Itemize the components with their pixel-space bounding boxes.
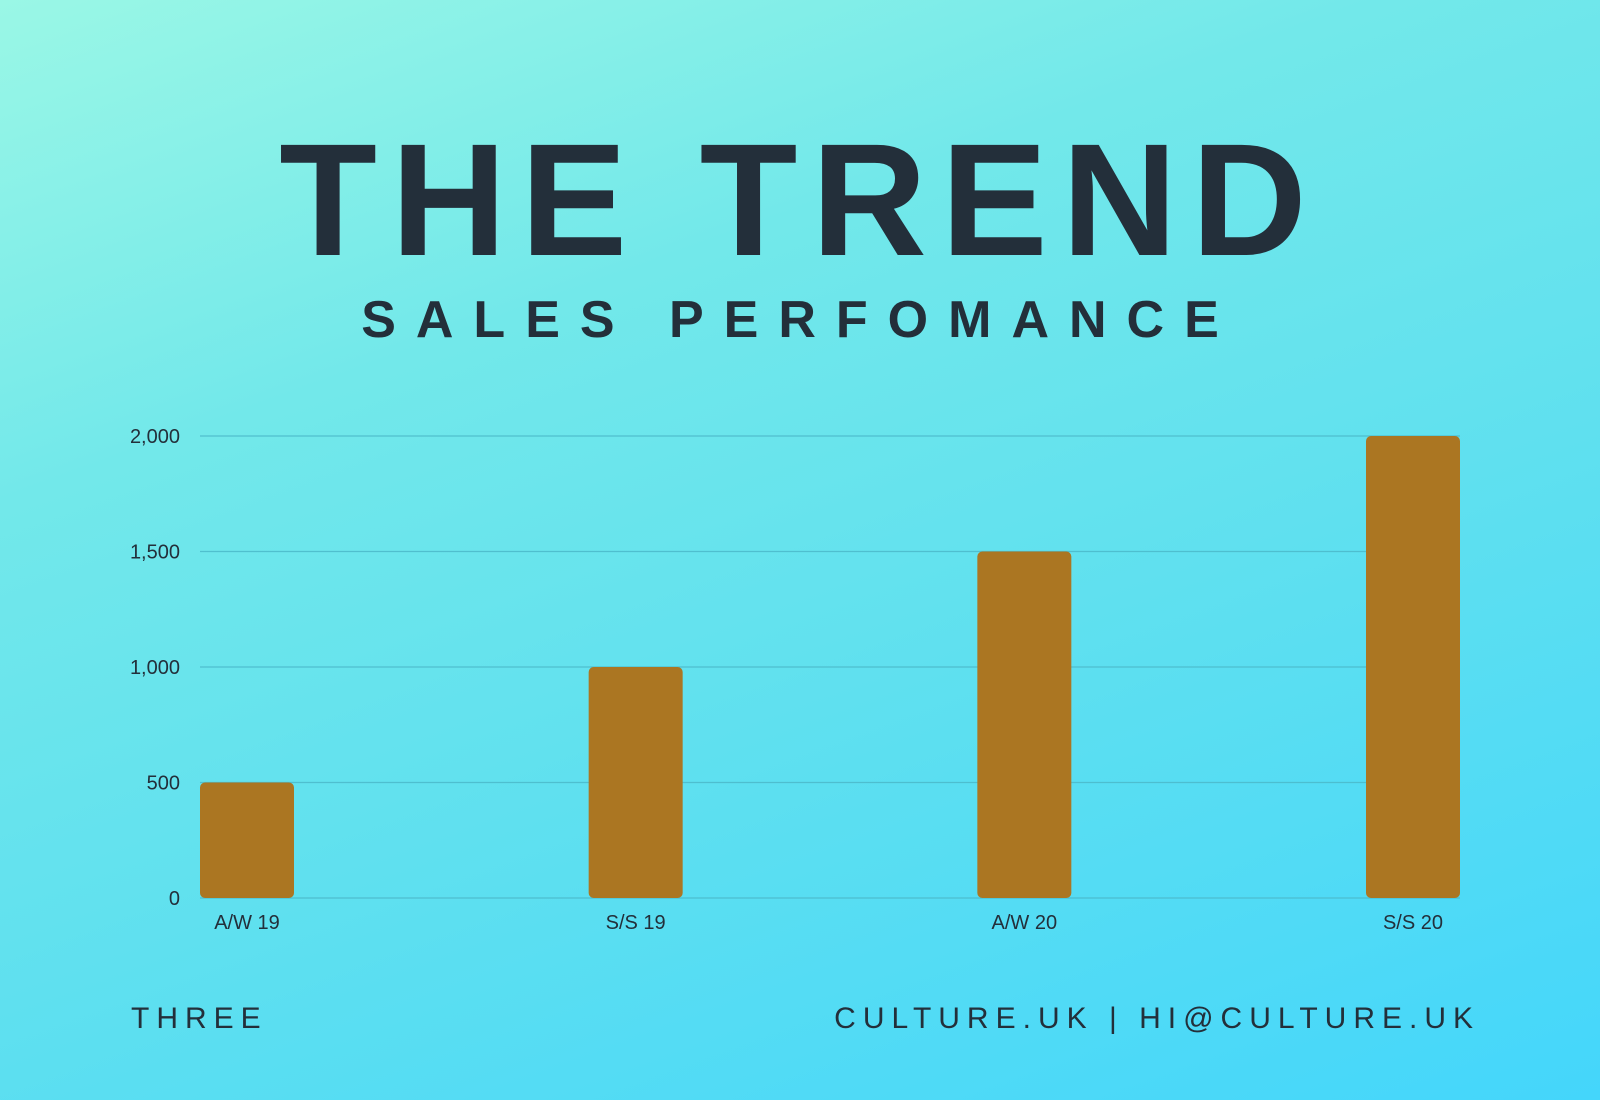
x-tick-label: A/W 20 [992,912,1058,934]
bar [588,667,683,898]
y-tick-label: 2,000 [130,426,180,448]
bar [200,782,294,898]
y-tick-label: 1,500 [130,542,180,564]
x-tick-label: S/S 19 [606,912,666,934]
x-tick-label: A/W 19 [214,912,280,934]
bar [1366,436,1460,898]
bar [977,551,1072,898]
footer-brand: THREE [131,1002,268,1035]
y-tick-label: 1,000 [130,657,180,679]
footer-contact: CULTURE.UK | HI@CULTURE.UK [834,1002,1480,1035]
x-tick-label: S/S 20 [1383,912,1443,934]
chart-subtitle: SALES PERFOMANCE [361,291,1239,349]
y-tick-label: 500 [147,773,180,795]
chart-title: THE TREND [279,110,1321,289]
y-tick-label: 0 [169,888,180,910]
